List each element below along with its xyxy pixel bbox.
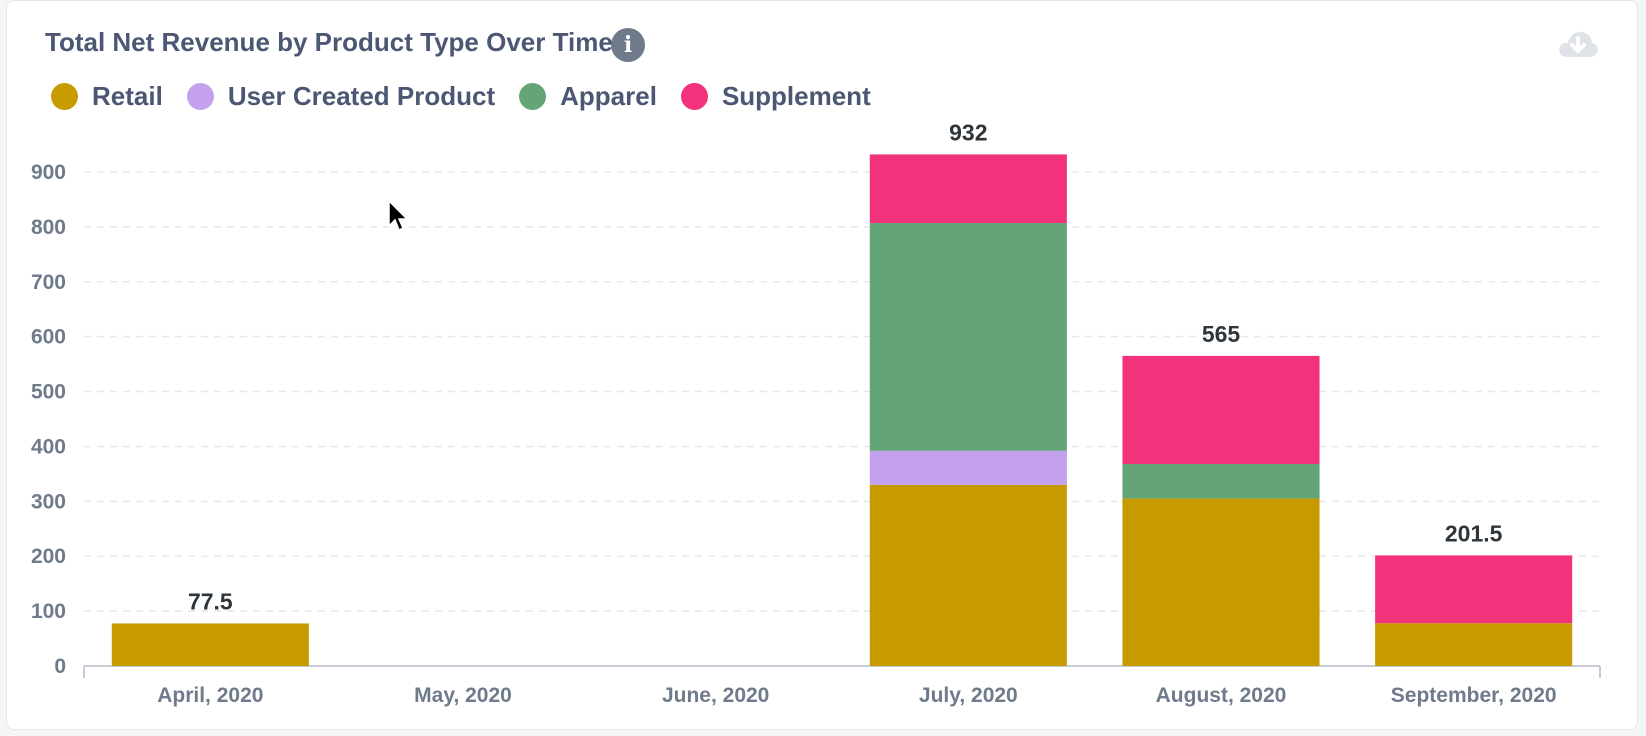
legend-label: Supplement [721,81,871,111]
cloud-download-icon[interactable] [1557,27,1599,61]
x-tick-label: August, 2020 [1156,684,1287,707]
chart-card: Total Net Revenue by Product Type Over T… [6,0,1638,730]
y-tick-label: 500 [31,381,66,404]
chart-title: Total Net Revenue by Product Type Over T… [45,27,613,57]
bar-segment-supplement [1375,555,1573,624]
legend-dot-icon [680,83,708,110]
legend-label: Apparel [560,81,657,111]
legend-item-user-created-product[interactable]: User Created Product [186,81,496,112]
legend-dot-icon [51,83,78,110]
bar-segment-retail [869,484,1067,666]
y-tick-label: 100 [31,600,66,623]
bar-segment-retail [1122,498,1320,666]
bar-segment-apparel [1122,464,1320,499]
legend-item-apparel[interactable]: Apparel [519,81,657,112]
legend-item-supplement[interactable]: Supplement [680,81,871,112]
x-tick-label: September, 2020 [1391,684,1557,707]
y-tick-label: 400 [31,435,66,458]
bar-segment-supplement [1122,355,1320,465]
y-tick-label: 600 [31,326,66,349]
y-tick-label: 300 [31,490,66,513]
y-tick-label: 200 [31,545,66,568]
legend-dot-icon [519,83,547,110]
bar-total-label: 932 [949,119,987,145]
info-icon[interactable]: i [611,28,645,62]
legend-label: User Created Product [227,81,496,111]
x-tick-label: July, 2020 [919,684,1018,707]
mouse-cursor-icon [388,200,409,232]
bar-total-label: 201.5 [1445,520,1503,546]
chart-legend: Retail User Created Product Apparel Supplem… [51,81,895,112]
bar-segment-apparel [869,223,1067,451]
bar-total-label: 565 [1202,321,1241,347]
legend-item-retail[interactable]: Retail [51,81,163,112]
y-tick-label: 900 [31,161,66,184]
bar-segment-user-created-product [869,450,1067,485]
bar-segment-retail [1375,623,1573,666]
bar-total-label: 77.5 [188,588,233,614]
x-tick-label: May, 2020 [414,684,512,707]
x-tick-label: June, 2020 [662,684,769,707]
bar-segment-retail [111,623,309,666]
y-tick-label: 800 [31,216,66,239]
x-tick-label: April, 2020 [157,684,263,707]
y-tick-label: 700 [31,271,66,294]
bar-segment-supplement [869,154,1067,224]
legend-dot-icon [186,83,214,110]
y-tick-label: 0 [54,655,66,678]
legend-label: Retail [92,81,163,111]
